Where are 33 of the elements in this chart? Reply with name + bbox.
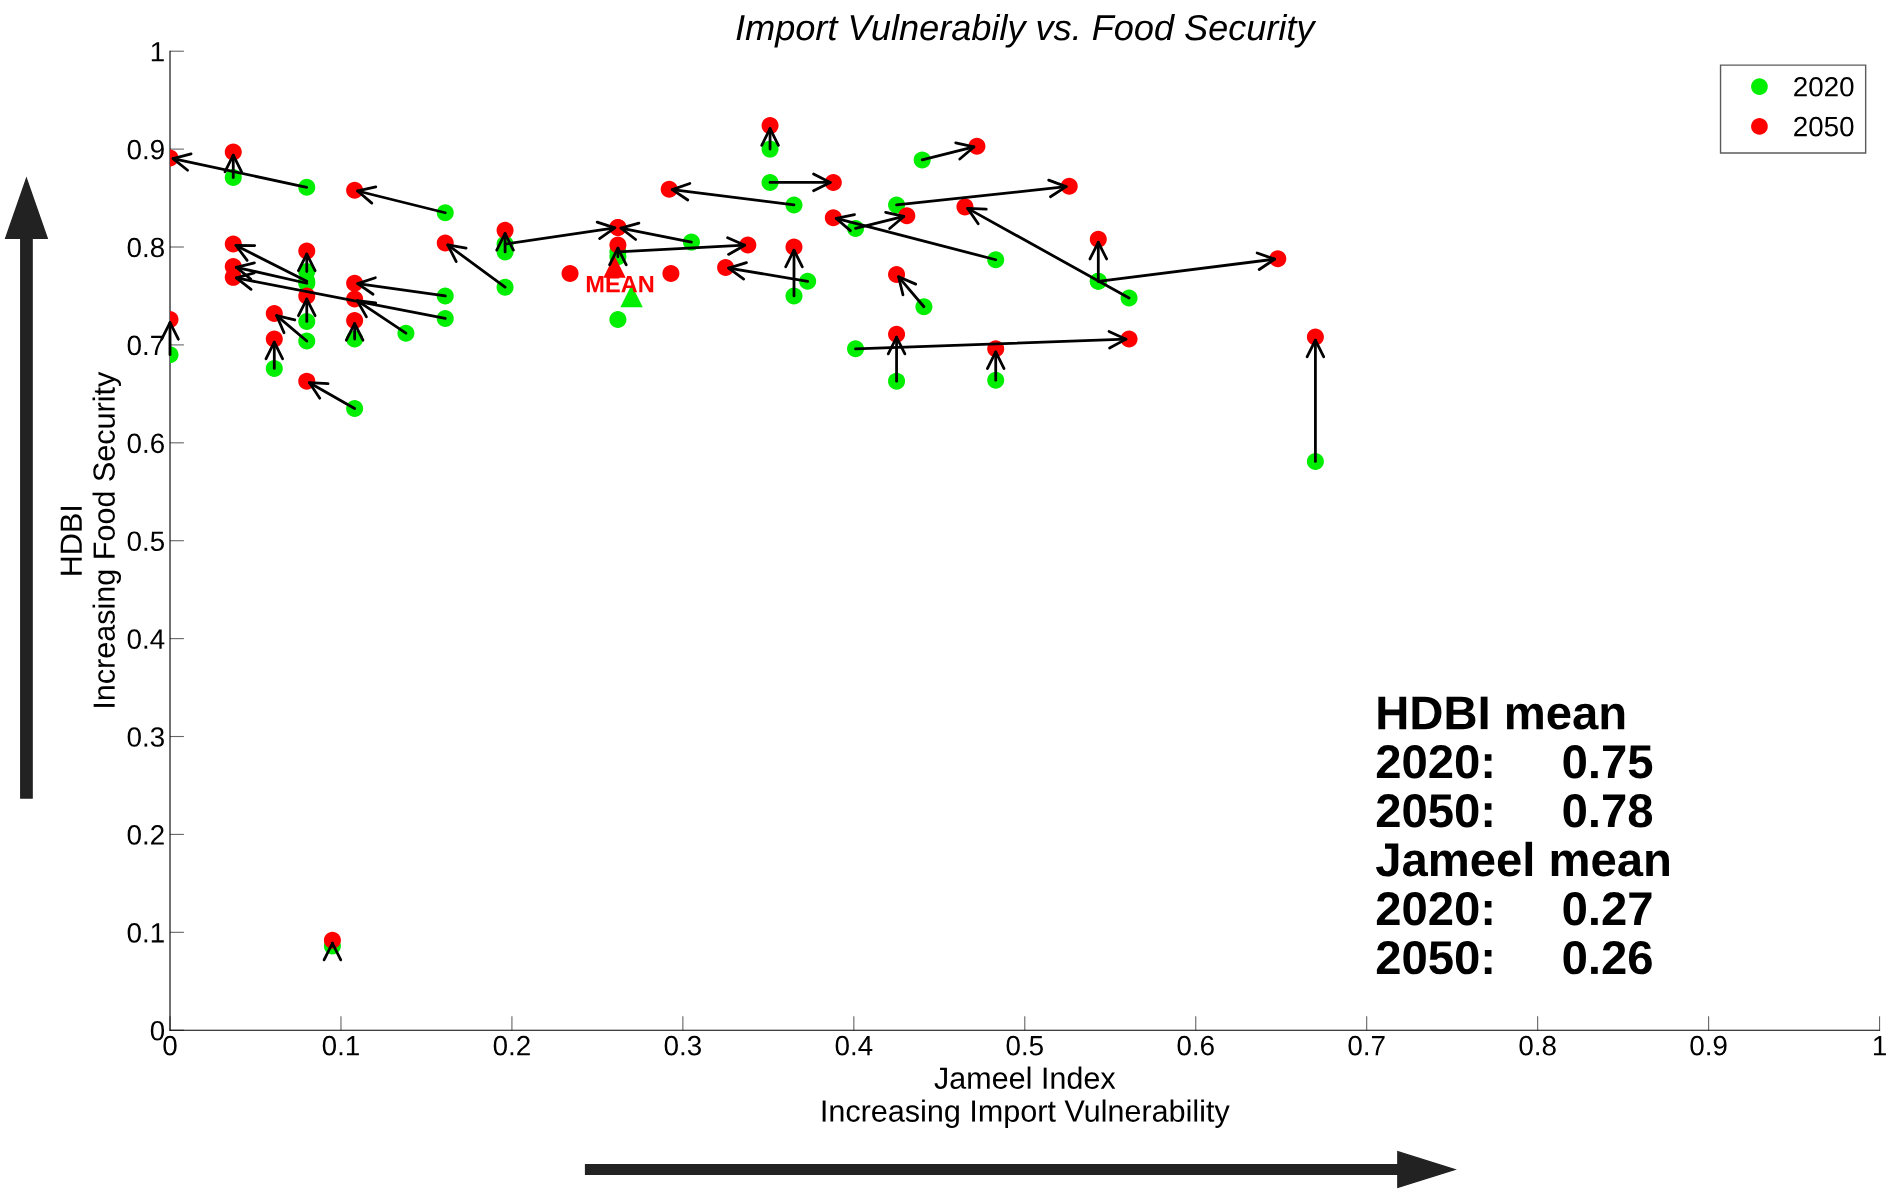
x-tick-label: 0.2	[493, 1035, 530, 1056]
y-axis-title: HDBI Increasing Food Security	[60, 371, 121, 707]
y-tick-label: 0.5	[127, 531, 164, 552]
annotation: 2020: 0.27	[1376, 891, 1652, 926]
x-tick-label: 0.6	[1177, 1035, 1214, 1056]
annotation: 2050: 0.78	[1376, 794, 1653, 828]
y-tick-label: 0.8	[127, 237, 164, 258]
legend-label: 2020	[1794, 76, 1854, 97]
annotation: Jameel mean	[1375, 841, 1669, 877]
y-tick-label: 0.6	[127, 433, 164, 454]
annotation: HDBI mean	[1378, 696, 1625, 730]
y-tick-label: 0.9	[127, 139, 164, 160]
x-tick-label: 0.1	[322, 1035, 359, 1056]
x-axis-title: Jameel Index Increasing Import Vulnerability	[822, 1066, 1230, 1128]
annotation: MEAN	[586, 275, 654, 293]
annotation: 2050: 0.26	[1376, 940, 1652, 975]
y-tick-label: 0	[150, 1020, 165, 1041]
x-tick-label: 0.4	[835, 1035, 873, 1056]
legend-label: 2050	[1794, 116, 1854, 137]
x-tick-label: 0.9	[1690, 1035, 1727, 1056]
x-tick-label: 0.7	[1348, 1035, 1385, 1056]
x-tick-label: 0.5	[1006, 1035, 1043, 1056]
x-tick-label: 0.3	[664, 1035, 701, 1056]
y-tick-label: 0.7	[127, 335, 164, 356]
y-tick-label: 0.4	[127, 629, 165, 649]
annotation: 2020: 0.75	[1376, 745, 1653, 779]
y-tick-label: 0.2	[127, 825, 164, 845]
y-tick-label: 1	[151, 42, 164, 62]
y-tick-label: 0.1	[127, 922, 164, 943]
x-tick-label: 0.8	[1519, 1035, 1556, 1056]
y-tick-label: 0.3	[127, 727, 164, 747]
chart-title: Import Vulnerabily vs. Food Security	[736, 13, 1317, 48]
x-tick-label: 1	[1873, 1036, 1886, 1056]
